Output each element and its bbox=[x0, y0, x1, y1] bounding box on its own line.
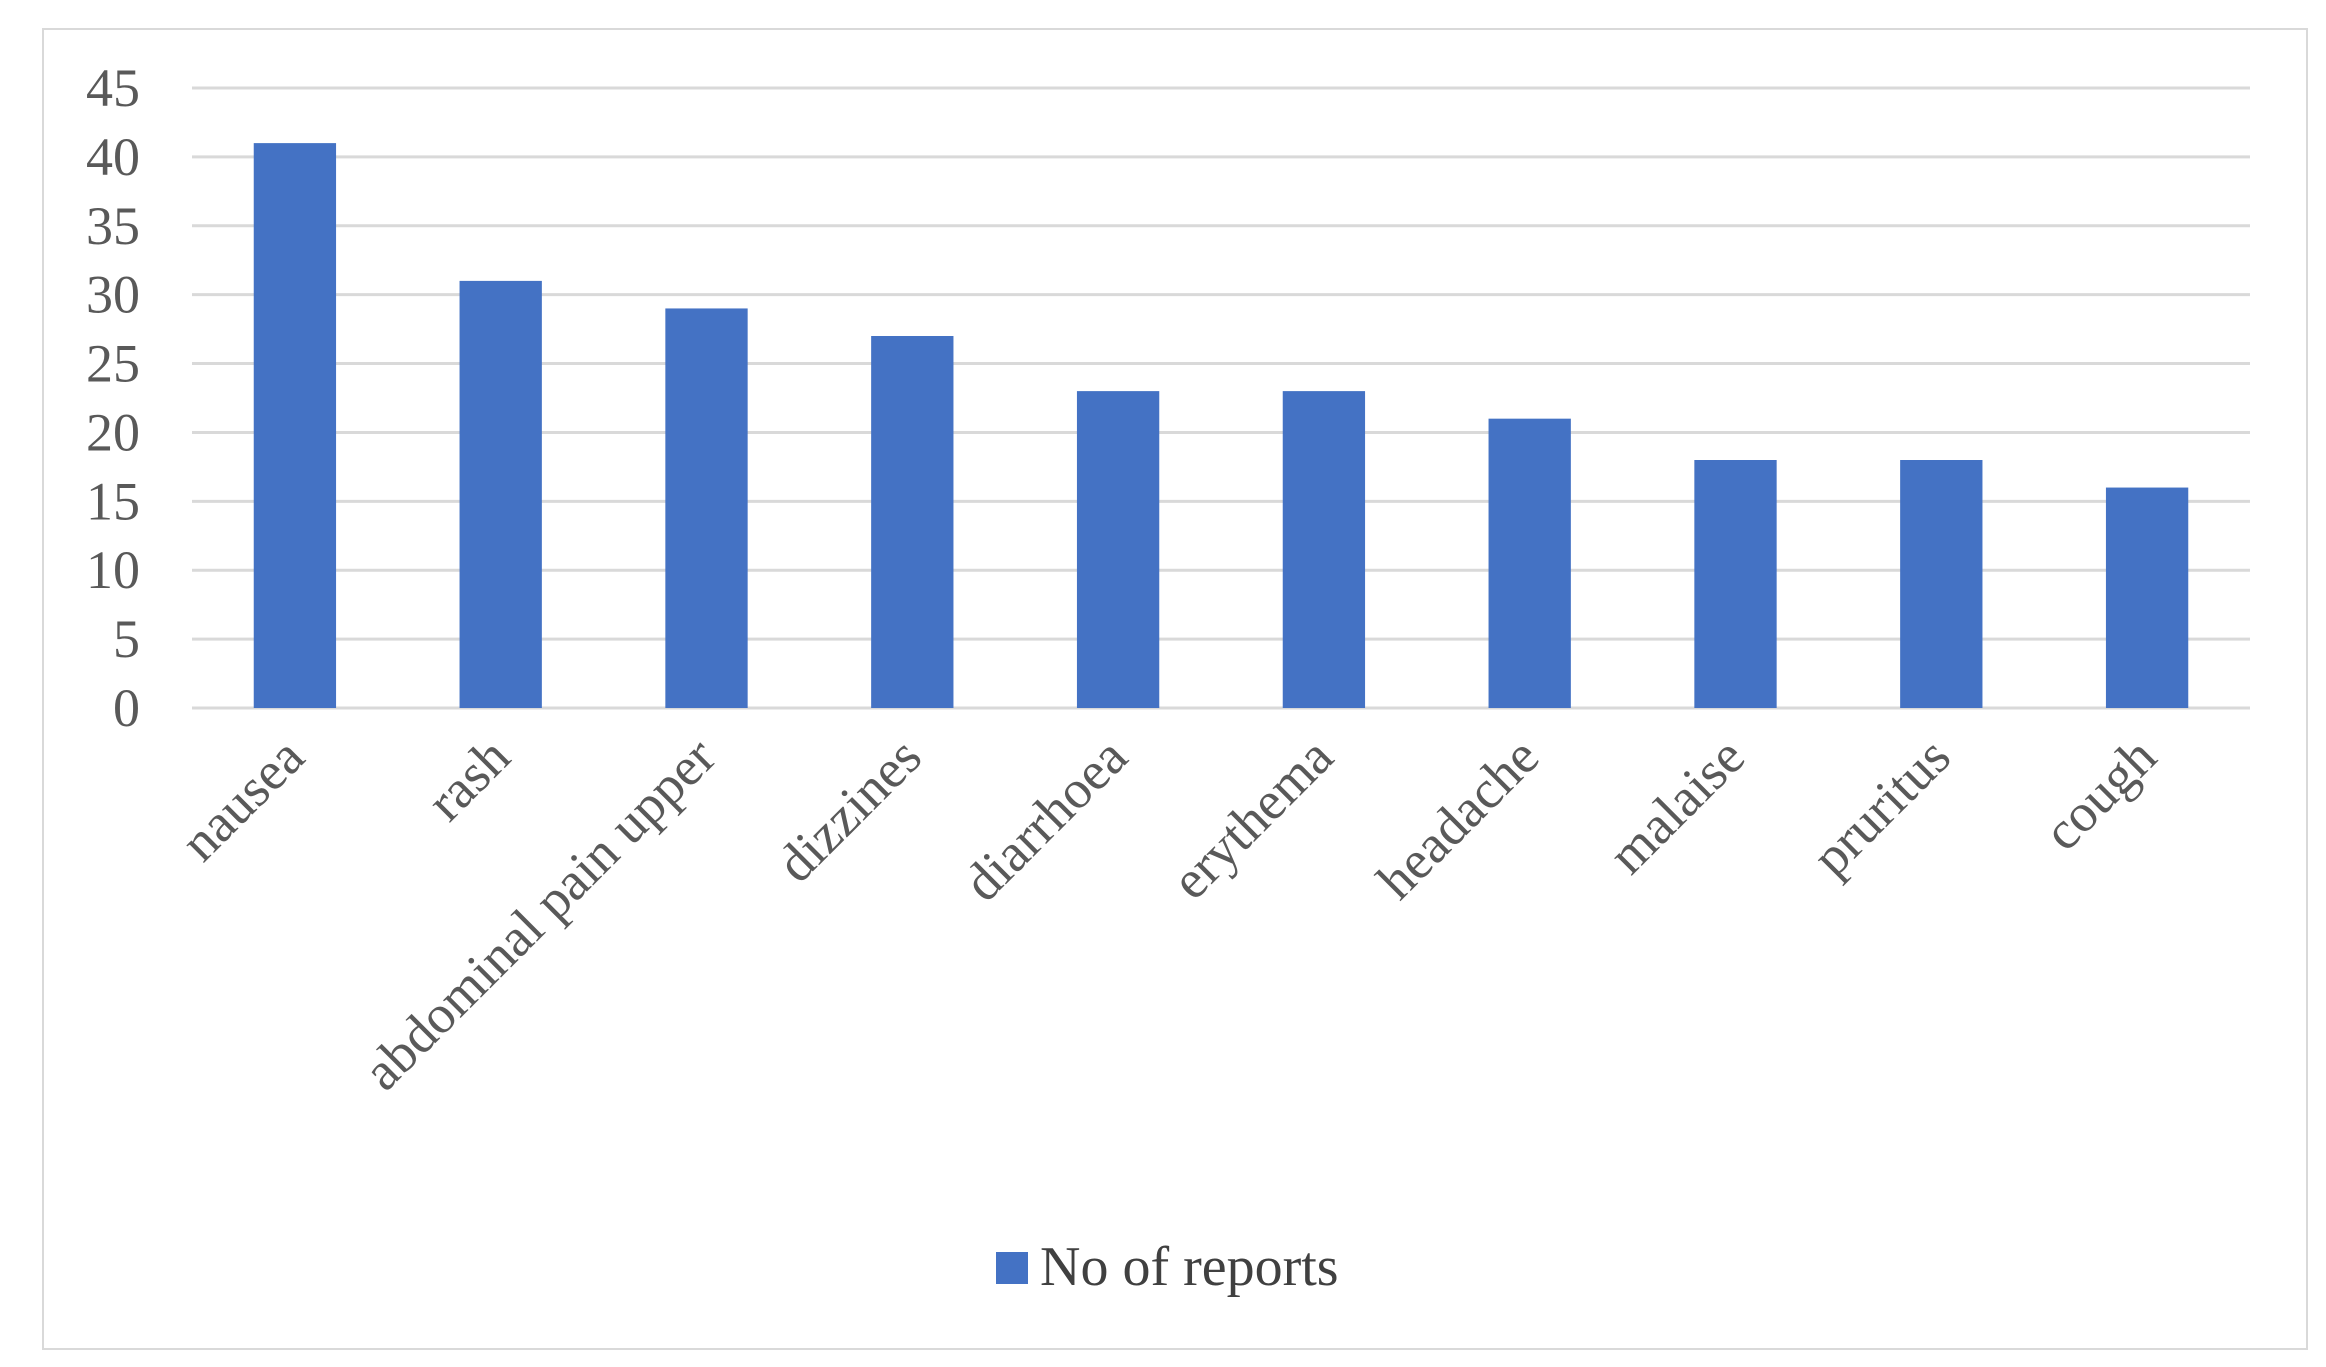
x-tick-label: diarrhoea bbox=[952, 726, 1139, 913]
bar-cough bbox=[2105, 487, 2189, 708]
x-tick-label: dizzines bbox=[765, 726, 933, 894]
x-tick-label: nausea bbox=[169, 726, 315, 872]
y-tick-label: 15 bbox=[86, 471, 140, 531]
bar-headache bbox=[1488, 418, 1571, 708]
bar-diarrhoea bbox=[1076, 391, 1160, 708]
y-tick-label: 30 bbox=[86, 265, 140, 325]
y-tick-label: 0 bbox=[113, 678, 140, 738]
y-tick-label: 40 bbox=[86, 127, 140, 187]
y-tick-label: 25 bbox=[86, 334, 140, 394]
bar-pruritus bbox=[1900, 460, 1983, 708]
y-tick-label: 5 bbox=[113, 609, 140, 669]
bar-erythema bbox=[1282, 391, 1366, 708]
legend-swatch bbox=[996, 1252, 1028, 1284]
x-tick-label: pruritus bbox=[1801, 726, 1962, 887]
legend: No of reports bbox=[996, 1236, 1339, 1298]
bar-malaise bbox=[1694, 460, 1777, 708]
x-tick-label: abdominal pain upper bbox=[352, 726, 727, 1101]
x-tick-label: rash bbox=[415, 726, 521, 832]
x-tick-label: malaise bbox=[1597, 726, 1756, 885]
bar-abdominal-pain-upper bbox=[665, 308, 748, 708]
bar-nausea bbox=[253, 143, 337, 709]
x-tick-label: cough bbox=[2032, 726, 2168, 862]
bar-dizzines bbox=[871, 336, 954, 708]
y-tick-label: 35 bbox=[86, 196, 140, 256]
y-axis-ticks: 0 5 10 15 20 25 30 35 40 45 bbox=[86, 58, 140, 738]
y-tick-label: 45 bbox=[86, 58, 140, 118]
x-tick-label: headache bbox=[1366, 726, 1550, 910]
y-tick-label: 20 bbox=[86, 402, 140, 462]
x-tick-label: erythema bbox=[1160, 726, 1345, 911]
y-tick-label: 10 bbox=[86, 540, 140, 600]
bars bbox=[253, 143, 2189, 709]
bar-rash bbox=[459, 280, 542, 708]
legend-label: No of reports bbox=[1040, 1236, 1339, 1298]
